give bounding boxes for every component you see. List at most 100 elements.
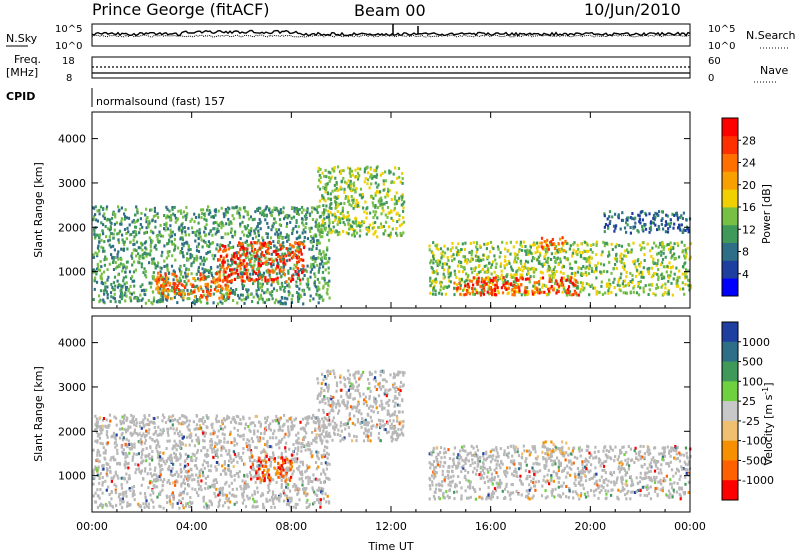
echo-cell <box>140 262 143 266</box>
cpid-label: CPID <box>6 90 35 103</box>
echo-cell <box>108 218 111 222</box>
echo-cell <box>155 234 158 238</box>
echo-cell <box>546 269 549 273</box>
echo-cell <box>179 467 182 471</box>
echo-cell <box>233 474 236 477</box>
echo-cell <box>388 225 391 229</box>
echo-cell <box>324 282 327 285</box>
echo-cell <box>637 282 640 285</box>
echo-cell <box>395 202 398 206</box>
echo-cell <box>547 244 550 248</box>
echo-cell <box>102 467 105 471</box>
echo-cell <box>231 262 234 266</box>
echo-cell <box>212 277 215 281</box>
echo-cell <box>613 257 617 261</box>
echo-cell <box>280 281 283 285</box>
echo-cell <box>172 427 175 431</box>
echo-cell <box>661 258 665 261</box>
echo-cell <box>253 247 257 251</box>
echo-cell <box>339 187 342 191</box>
echo-cell <box>209 230 212 233</box>
echo-cell <box>318 187 322 191</box>
echo-cell <box>641 225 644 228</box>
echo-cell <box>144 416 147 420</box>
echo-cell <box>98 474 101 478</box>
echo-cell <box>165 221 168 225</box>
echo-cell <box>220 294 223 298</box>
echo-cell <box>153 206 156 210</box>
echo-cell <box>337 195 340 199</box>
echo-cell <box>302 269 305 273</box>
echo-cell <box>150 257 154 261</box>
echo-cell <box>678 275 681 279</box>
echo-cell <box>536 288 539 291</box>
echo-cell <box>465 292 468 296</box>
echo-cell <box>607 250 611 254</box>
echo-cell <box>527 268 530 272</box>
echo-cell <box>313 501 316 504</box>
echo-cell <box>203 459 206 463</box>
echo-cell <box>664 282 667 286</box>
echo-cell <box>519 243 522 247</box>
echo-cell <box>171 491 174 495</box>
echo-cell <box>301 221 304 225</box>
echo-cell <box>374 181 377 185</box>
echo-cell <box>562 249 566 252</box>
echo-cell <box>352 232 355 235</box>
echo-cell <box>541 276 545 280</box>
echo-cell <box>348 199 351 203</box>
echo-cell <box>125 490 128 494</box>
echo-cell <box>478 271 481 274</box>
echo-cell <box>561 241 564 245</box>
echo-cell <box>171 285 174 289</box>
echo-cell <box>351 220 354 224</box>
echo-cell <box>244 209 247 213</box>
echo-cell <box>349 224 352 228</box>
echo-cell <box>179 279 182 283</box>
echo-cell <box>151 259 154 263</box>
echo-cell <box>110 221 113 225</box>
echo-cell <box>494 283 497 287</box>
echo-cell <box>218 245 221 249</box>
echo-cell <box>550 240 553 244</box>
echo-cell <box>147 486 150 490</box>
echo-cell <box>132 452 135 456</box>
echo-cell <box>248 276 251 280</box>
echo-cell <box>228 289 231 293</box>
nave-tick-bottom: 0 <box>708 73 714 84</box>
echo-cell <box>223 425 227 429</box>
echo-cell <box>195 234 198 238</box>
echo-cell <box>443 275 446 279</box>
echo-cell <box>576 281 579 285</box>
echo-cell <box>540 290 543 294</box>
echo-cell <box>286 297 289 301</box>
echo-cell <box>482 258 485 262</box>
echo-cell <box>222 256 225 260</box>
echo-cell <box>362 206 365 210</box>
echo-cell <box>139 471 142 475</box>
echo-cell <box>459 283 462 287</box>
echo-cell <box>254 271 258 275</box>
echo-cell <box>335 197 338 200</box>
echo-cell <box>213 287 216 291</box>
echo-cell <box>639 270 642 274</box>
echo-cell <box>198 298 201 302</box>
echo-cell <box>664 286 667 290</box>
echo-cell <box>285 280 288 284</box>
echo-cell <box>205 219 208 223</box>
echo-cell <box>205 295 208 299</box>
echo-cell <box>132 219 135 223</box>
echo-cell <box>173 233 176 237</box>
echo-cell <box>158 291 161 295</box>
echo-cell <box>600 253 603 257</box>
echo-cell <box>384 170 387 174</box>
echo-cell <box>632 241 635 245</box>
echo-cell <box>250 467 253 471</box>
echo-cell <box>262 243 265 247</box>
echo-cell <box>330 231 333 235</box>
echo-cell <box>585 241 588 245</box>
echo-cell <box>202 289 205 293</box>
echo-cell <box>135 205 138 209</box>
echo-cell <box>629 280 632 283</box>
echo-cell <box>318 429 321 432</box>
